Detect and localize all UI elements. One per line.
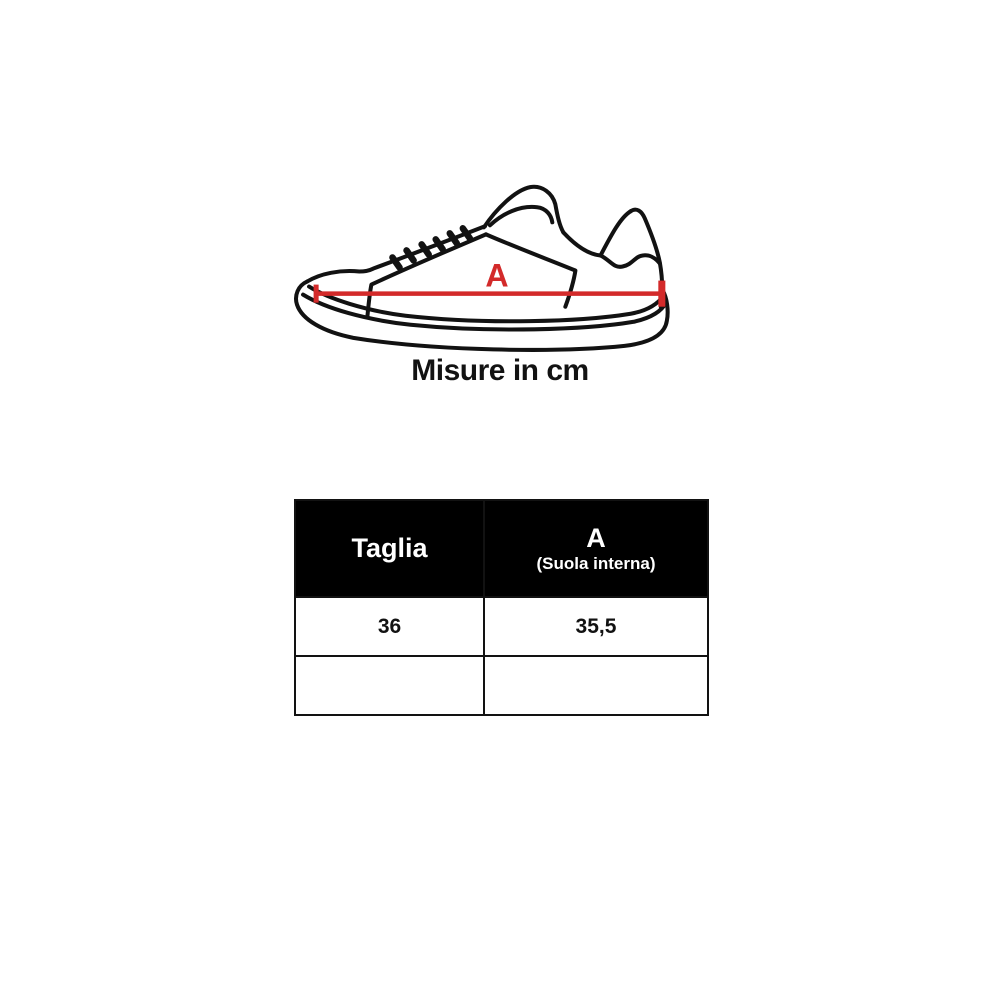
sneaker-outline-illustration: A [294,184,670,352]
size-table-row-empty [296,655,707,714]
sole-mid-seam-path [301,292,668,332]
measure-label-a: A [485,258,508,294]
cell-size-empty [296,657,483,714]
header-cell-measure-a: A (Suola interna) [483,501,707,596]
header-label-taglia: Taglia [351,532,428,563]
tongue-inner-line-path [487,204,555,228]
size-table-header-row: Taglia A (Suola interna) [296,501,707,596]
tongue-outline-path [481,184,566,235]
toe-cap-seam-path [365,232,488,319]
size-table: Taglia A (Suola interna) 36 35,5 [294,499,709,716]
caption-misure-in-cm: Misure in cm [411,354,589,387]
sole-outline-path [294,279,670,352]
header-cell-taglia: Taglia [296,501,483,596]
measure-line-a [313,280,666,307]
sneaker-measure-figure: A [293,167,695,363]
cell-measure-empty [483,657,707,714]
collar-line-path [561,209,633,258]
measure-value: 35,5 [575,614,617,638]
size-table-row-36: 36 35,5 [296,596,707,655]
lace-stitches [389,225,474,271]
size-value: 36 [377,614,402,638]
header-label-suola-interna: (Suola interna) [536,553,656,573]
cell-measure-value: 35,5 [483,598,707,655]
sole-top-seam-path [307,284,666,324]
heel-counter-wave-path [598,253,662,269]
header-label-a: A [586,522,606,553]
cell-size-value: 36 [296,598,483,655]
